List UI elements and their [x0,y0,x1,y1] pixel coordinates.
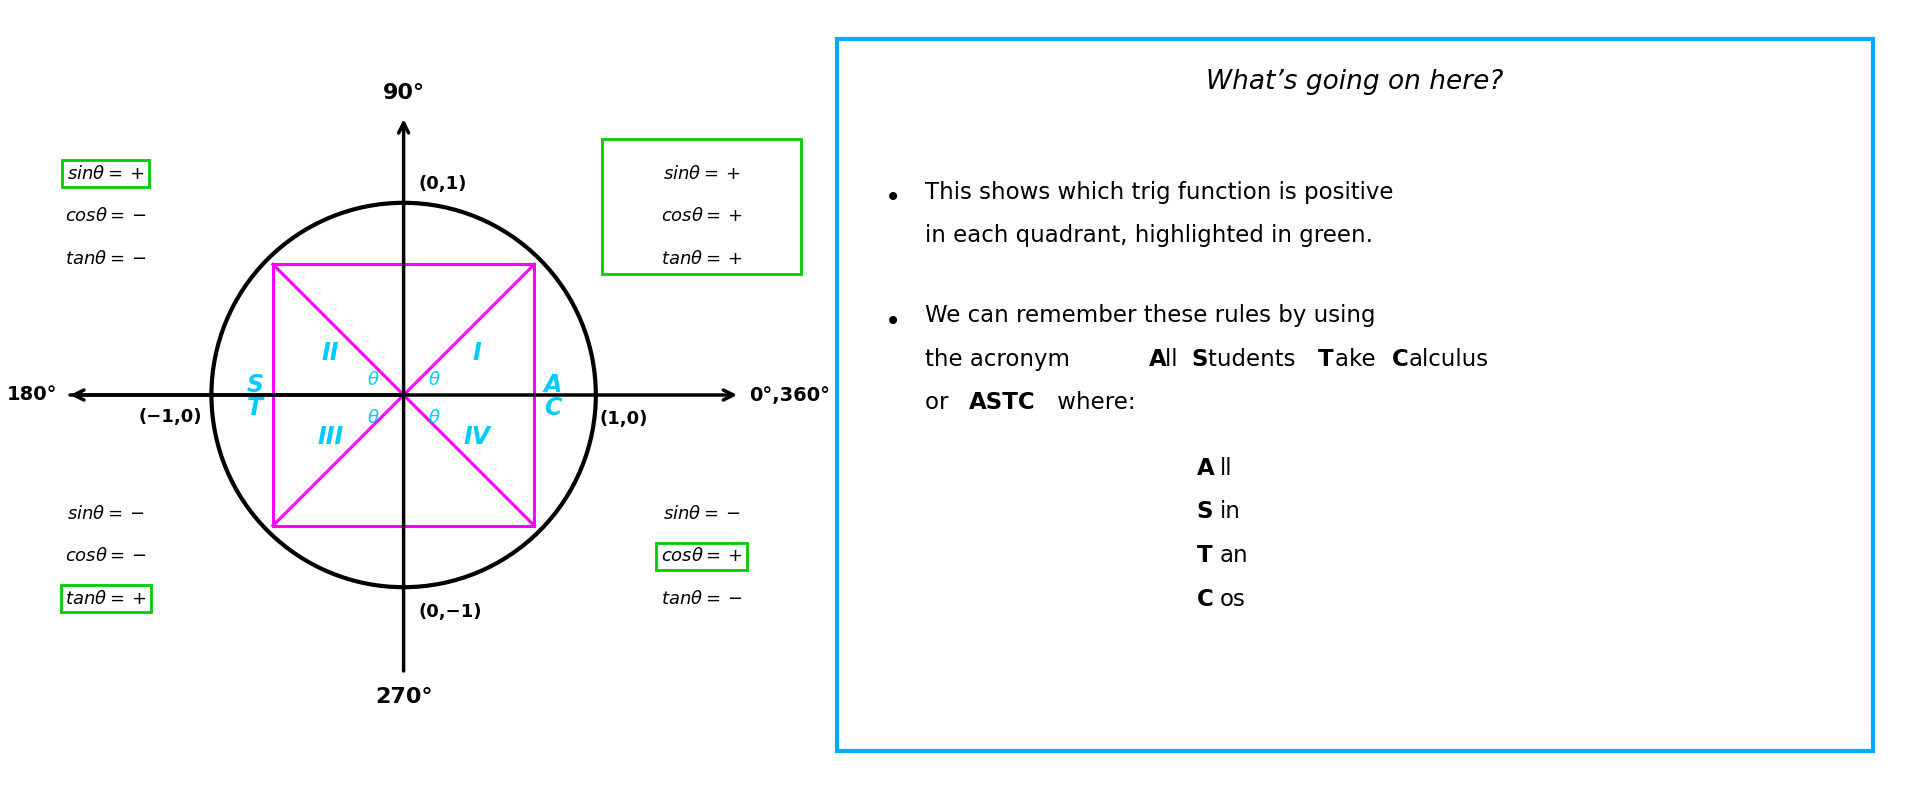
Text: tudents: tudents [1209,348,1303,371]
Text: $sin\theta = +$: $sin\theta = +$ [663,165,740,183]
Text: II: II [321,340,340,365]
Text: (1,0): (1,0) [600,410,648,428]
Text: C: C [544,397,561,420]
Text: $cos\theta = +$: $cos\theta = +$ [661,207,742,225]
Text: I: I [473,340,480,365]
Text: S: S [1195,500,1213,524]
Text: T: T [1195,544,1213,567]
Text: $cos\theta = +$: $cos\theta = +$ [661,547,742,566]
Text: (−1,0): (−1,0) [138,408,202,427]
Text: 180°: 180° [8,386,58,404]
Text: (0,−1): (0,−1) [419,603,482,621]
Text: S: S [246,374,263,397]
Text: θ: θ [367,409,379,427]
Text: 90°: 90° [382,83,425,103]
Text: What’s going on here?: What’s going on here? [1207,70,1503,96]
Text: ll: ll [1220,457,1232,480]
Text: $tan\theta = -$: $tan\theta = -$ [661,589,742,608]
Text: IV: IV [463,425,490,450]
Text: A: A [1195,457,1215,480]
Text: This shows which trig function is positive: This shows which trig function is positi… [924,181,1393,204]
Text: in: in [1220,500,1240,524]
Text: A: A [1149,348,1167,371]
Text: $cos\theta = -$: $cos\theta = -$ [65,547,146,566]
Text: θ: θ [429,371,440,389]
Text: $sin\theta = +$: $sin\theta = +$ [67,165,144,183]
Text: in each quadrant, highlighted in green.: in each quadrant, highlighted in green. [924,224,1372,247]
Text: III: III [317,425,344,450]
Text: $tan\theta = -$: $tan\theta = -$ [65,250,146,268]
Text: We can remember these rules by using: We can remember these rules by using [924,304,1376,327]
Text: $sin\theta = -$: $sin\theta = -$ [67,505,144,523]
Text: θ: θ [429,409,440,427]
Text: an: an [1220,544,1247,567]
Text: 0°,360°: 0°,360° [750,386,830,404]
Text: A: A [544,374,561,397]
Text: $cos\theta = -$: $cos\theta = -$ [65,207,146,225]
Text: where:: where: [1049,391,1136,415]
Text: θ: θ [367,371,379,389]
Text: $tan\theta = +$: $tan\theta = +$ [65,589,146,608]
Text: •: • [884,184,901,213]
Text: 270°: 270° [375,687,432,707]
Text: T: T [1318,348,1334,371]
Text: C: C [1195,588,1213,611]
Text: alculus: alculus [1409,348,1490,371]
Text: os: os [1220,588,1245,611]
Text: or: or [924,391,955,415]
Text: ake: ake [1336,348,1382,371]
Text: the acronym: the acronym [924,348,1076,371]
Text: S: S [1192,348,1207,371]
Text: $tan\theta = +$: $tan\theta = +$ [661,250,742,268]
Text: T: T [248,397,263,420]
FancyBboxPatch shape [838,39,1874,751]
Text: (0,1): (0,1) [419,175,467,194]
Text: $sin\theta = -$: $sin\theta = -$ [663,505,740,523]
Text: ASTC: ASTC [969,391,1036,415]
Text: •: • [884,308,901,336]
Text: C: C [1392,348,1409,371]
Text: ll: ll [1165,348,1184,371]
